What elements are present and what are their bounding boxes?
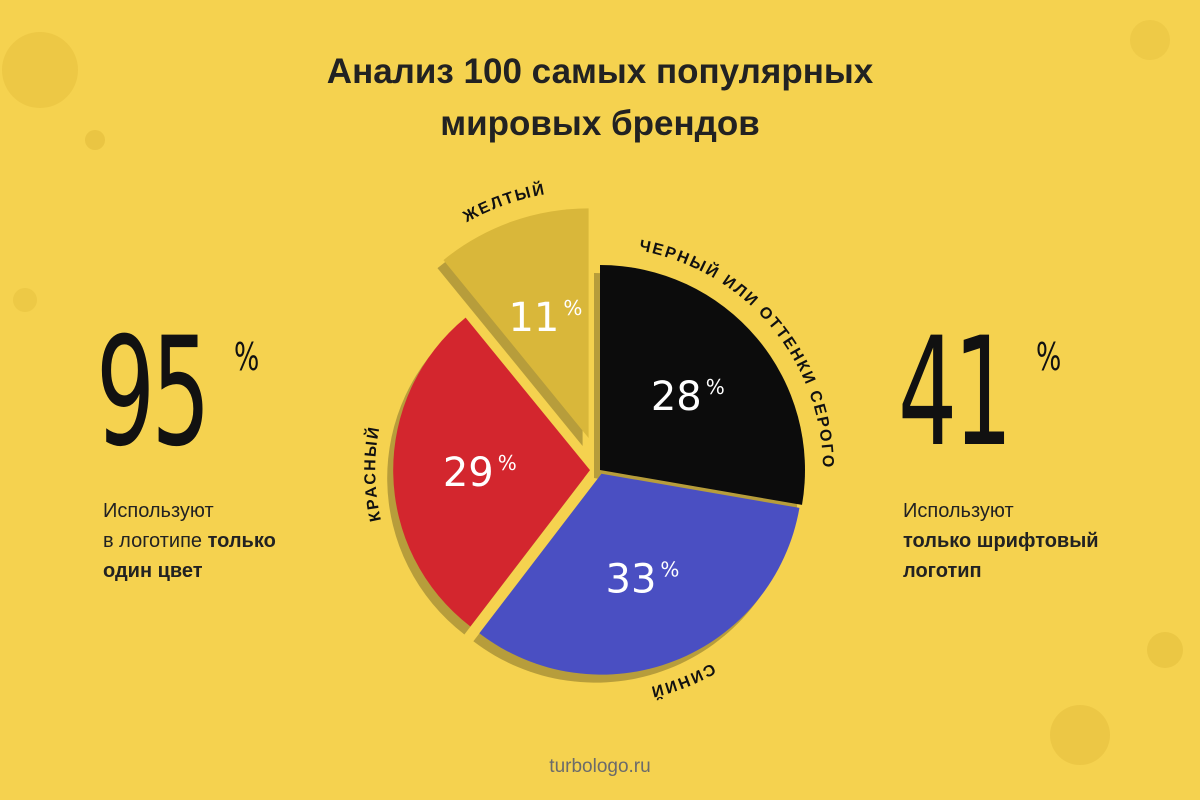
desc-left-line-2: в логотипе только <box>103 526 363 556</box>
title-line-2: мировых брендов <box>440 104 760 143</box>
footer-site: turbologo.ru <box>549 756 651 777</box>
stat-text-logo-number: 41 <box>898 306 1013 480</box>
pie-value-labels: 28 % 33 % 29 % 11% <box>443 295 725 603</box>
stat-text-logo-percent: % <box>1036 335 1062 379</box>
slice-0-value-label: 28% <box>651 374 725 420</box>
desc-left-line-2-bold: только <box>207 530 276 552</box>
desc-right-line-3-bold: логотип <box>903 560 982 582</box>
page-title: Анализ 100 самых популярных мировых брен… <box>0 46 1200 150</box>
desc-right-line-2: только шрифтовый <box>903 526 1163 556</box>
stat-text-logo: 41 % <box>898 318 1077 468</box>
title-line-1: Анализ 100 самых популярных <box>326 52 874 91</box>
desc-right-line-1: Используют <box>903 500 1014 522</box>
slice-2-value-label: 29% <box>443 450 517 496</box>
desc-left-line-3-bold: один цвет <box>103 560 203 582</box>
slice-1 <box>479 473 800 675</box>
slice-2-category-label: КРАСНЫЙ <box>362 424 385 523</box>
desc-right-line-3: логотип <box>903 556 1163 586</box>
desc-left-line-1: Используют <box>103 500 214 522</box>
slice-3-value-label: 11% <box>508 295 582 341</box>
stat-single-color: 95 % <box>96 318 275 468</box>
slice-2 <box>393 317 591 627</box>
slice-3 <box>443 208 589 438</box>
desc-left-line-3: один цвет <box>103 556 363 586</box>
stat-text-logo-description: Используют только шрифтовый логотип <box>903 496 1163 586</box>
stat-single-color-description: Используют в логотипе только один цвет <box>103 496 363 586</box>
slice-0 <box>600 265 805 505</box>
desc-left-line-2-plain: в логотипе <box>103 530 208 552</box>
slice-1-value-label: 33% <box>606 556 680 602</box>
stat-single-color-number: 95 <box>96 306 211 480</box>
pie-slices <box>393 208 805 675</box>
stat-single-color-percent: % <box>234 335 260 379</box>
desc-right-line-2-bold: только шрифтовый <box>903 530 1099 552</box>
